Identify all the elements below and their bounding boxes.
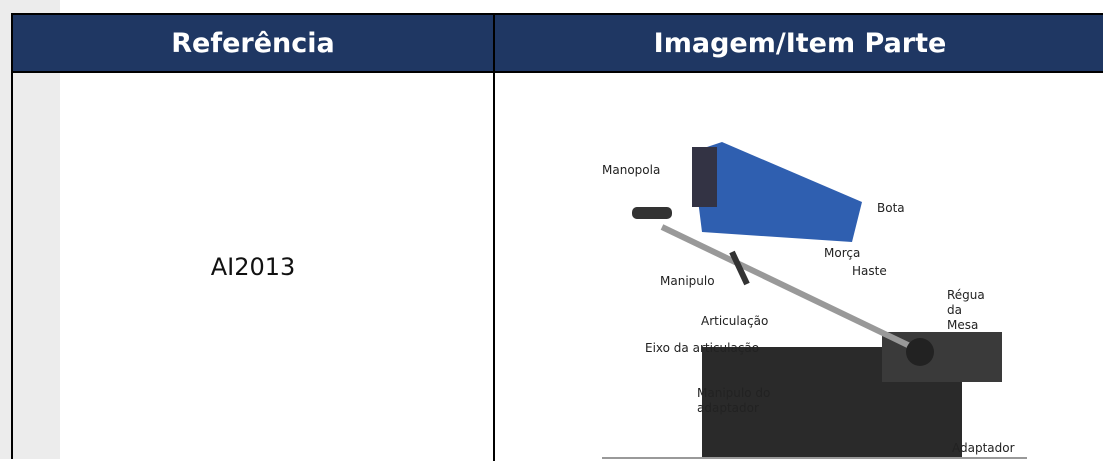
part-label: da	[947, 303, 962, 317]
part-label: adaptador	[697, 401, 759, 415]
part-label: Eixo da articulação	[645, 341, 759, 355]
image-cell: Manopola Bota Morça Haste Manipulo Régua da Mes…	[495, 71, 1103, 461]
boot	[692, 142, 862, 242]
margin-strip	[0, 0, 60, 459]
joint	[906, 338, 934, 366]
part-label: Adaptador	[952, 441, 1015, 455]
table: Referência Imagem/Item Parte AI2013 Mano…	[11, 13, 1103, 461]
part-label: Haste	[852, 264, 887, 278]
rod	[660, 224, 914, 350]
part-image: Manopola Bota Morça Haste Manipulo RéguadaMes…	[602, 142, 1027, 459]
back-pad	[692, 147, 717, 207]
part-label: Mesa	[947, 318, 978, 332]
lever	[729, 250, 750, 286]
part-label: Morça	[824, 246, 860, 260]
part-label: Manopola	[602, 163, 660, 177]
part-label: Régua	[947, 288, 985, 302]
part-label: Articulação	[701, 314, 768, 328]
part-label: Manipulo	[660, 274, 715, 288]
part-label: Bota	[877, 201, 905, 215]
header-cell: Referência	[13, 15, 495, 71]
part-label: Manipulo do	[697, 386, 770, 400]
cell: AI2013	[13, 71, 495, 461]
header-cell: Imagem/Item Parte	[495, 15, 1103, 71]
handle	[632, 207, 672, 219]
